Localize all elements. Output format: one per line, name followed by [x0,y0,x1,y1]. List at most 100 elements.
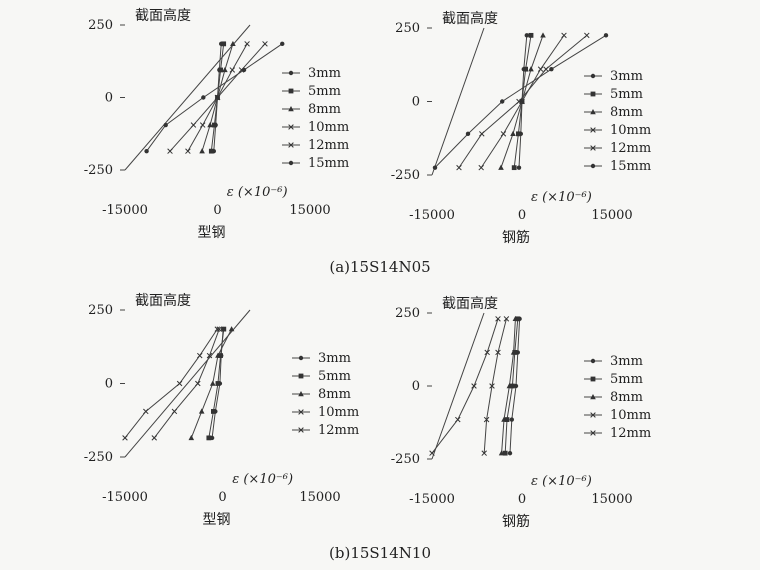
y-axis-title: 截面高度 [442,10,498,27]
data-point [481,450,487,456]
data-point [218,67,223,73]
x-axis-name: ε (×10⁻⁶) [531,474,592,489]
legend-label: 5mm [308,84,341,99]
chart-panel-b-right: 250 0 -250 -15000 0 15000 截面高度 ε (×10⁻⁶) 钢筋 3mm 5m… [391,295,651,530]
legend-marker [590,412,596,418]
series-8mm [498,315,519,456]
series-12mm [429,316,501,456]
series-10mm [151,326,223,441]
legend-marker [298,427,304,433]
series-12mm [122,326,221,441]
data-point [280,41,285,47]
legend-marker [298,409,304,415]
legend-marker [590,109,596,115]
data-point [561,32,567,39]
data-point [603,33,609,38]
data-point [188,434,195,441]
legend-item: 5mm [292,369,351,384]
series-line [431,318,499,454]
legend-marker [288,124,294,130]
legend-item: 5mm [584,87,643,102]
legend-marker [590,91,596,97]
legend-marker [590,73,596,79]
data-point [501,416,507,422]
y-axis-line [124,309,251,458]
legend-label: 3mm [318,351,351,366]
legend-item: 12mm [584,141,651,156]
y-tick-label: 250 [88,303,113,318]
data-point [143,408,149,415]
legend-marker [590,127,596,133]
x-axis-label: 型钢 [203,512,231,528]
data-point [489,383,495,389]
data-point [195,380,201,387]
legend-label: 8mm [610,105,643,120]
legend-label: 5mm [318,369,351,384]
data-point [171,408,178,415]
legend-item: 12mm [292,423,359,438]
legend-marker [590,394,596,400]
data-point [523,66,528,72]
series-10mm [478,32,567,171]
y-tick-label: -250 [391,168,420,183]
legend-item: 3mm [282,66,341,81]
data-point [495,316,501,322]
legend-label: 3mm [610,69,643,84]
chart-panel-a-right: 250 0 -250 -15000 0 15000 截面高度 ε (×10⁻⁶) 钢筋 3mm 5m… [391,10,651,246]
legend-item: 8mm [282,102,341,117]
legend-label: 15mm [308,156,349,171]
data-point [524,33,529,38]
legend-item: 12mm [584,426,651,441]
series-12mm [167,41,268,154]
legend-label: 10mm [610,408,651,423]
legend-marker [590,430,596,436]
x-axis-name: ε (×10⁻⁶) [227,185,288,200]
x-axis-label: 型钢 [198,225,226,241]
data-point [500,131,507,137]
series-10mm [481,316,510,456]
x-tick-label: -15000 [409,208,455,223]
data-point [498,450,505,456]
series-15mm [432,33,609,170]
x-axis-label: 钢筋 [502,513,530,530]
data-point [216,326,223,332]
caption-b: (b)15S14N10 [329,544,431,562]
data-point [209,380,216,386]
data-point [122,435,128,441]
legend-item: 8mm [584,390,643,405]
data-point [206,435,212,441]
legend-item: 15mm [282,156,349,171]
data-point [199,122,206,128]
legend-label: 5mm [610,372,643,387]
data-point [455,416,461,423]
legend-item: 10mm [282,120,349,135]
legend-label: 10mm [610,123,651,138]
data-point [262,41,268,47]
legend-label: 12mm [308,138,349,153]
legend-item: 10mm [584,123,651,138]
legend-item: 5mm [584,372,643,387]
data-point [479,131,485,137]
legend-marker [590,376,596,382]
data-point [543,66,549,72]
data-point [199,148,205,154]
legend-marker [288,70,294,76]
data-point [537,66,544,72]
legend-label: 8mm [610,390,643,405]
legend-marker [298,355,304,361]
data-point [218,353,223,358]
y-axis-title: 截面高度 [135,7,191,24]
legend-item: 8mm [292,387,351,402]
legend-label: 10mm [308,120,349,135]
data-point [506,383,513,389]
legend-item: 15mm [584,159,651,174]
data-point [215,352,221,358]
data-point [516,131,521,137]
data-point [190,122,197,128]
data-point [507,450,513,456]
legend-item: 10mm [292,405,359,420]
legend-item: 10mm [584,408,651,423]
data-point [483,416,490,423]
data-point [211,409,216,414]
